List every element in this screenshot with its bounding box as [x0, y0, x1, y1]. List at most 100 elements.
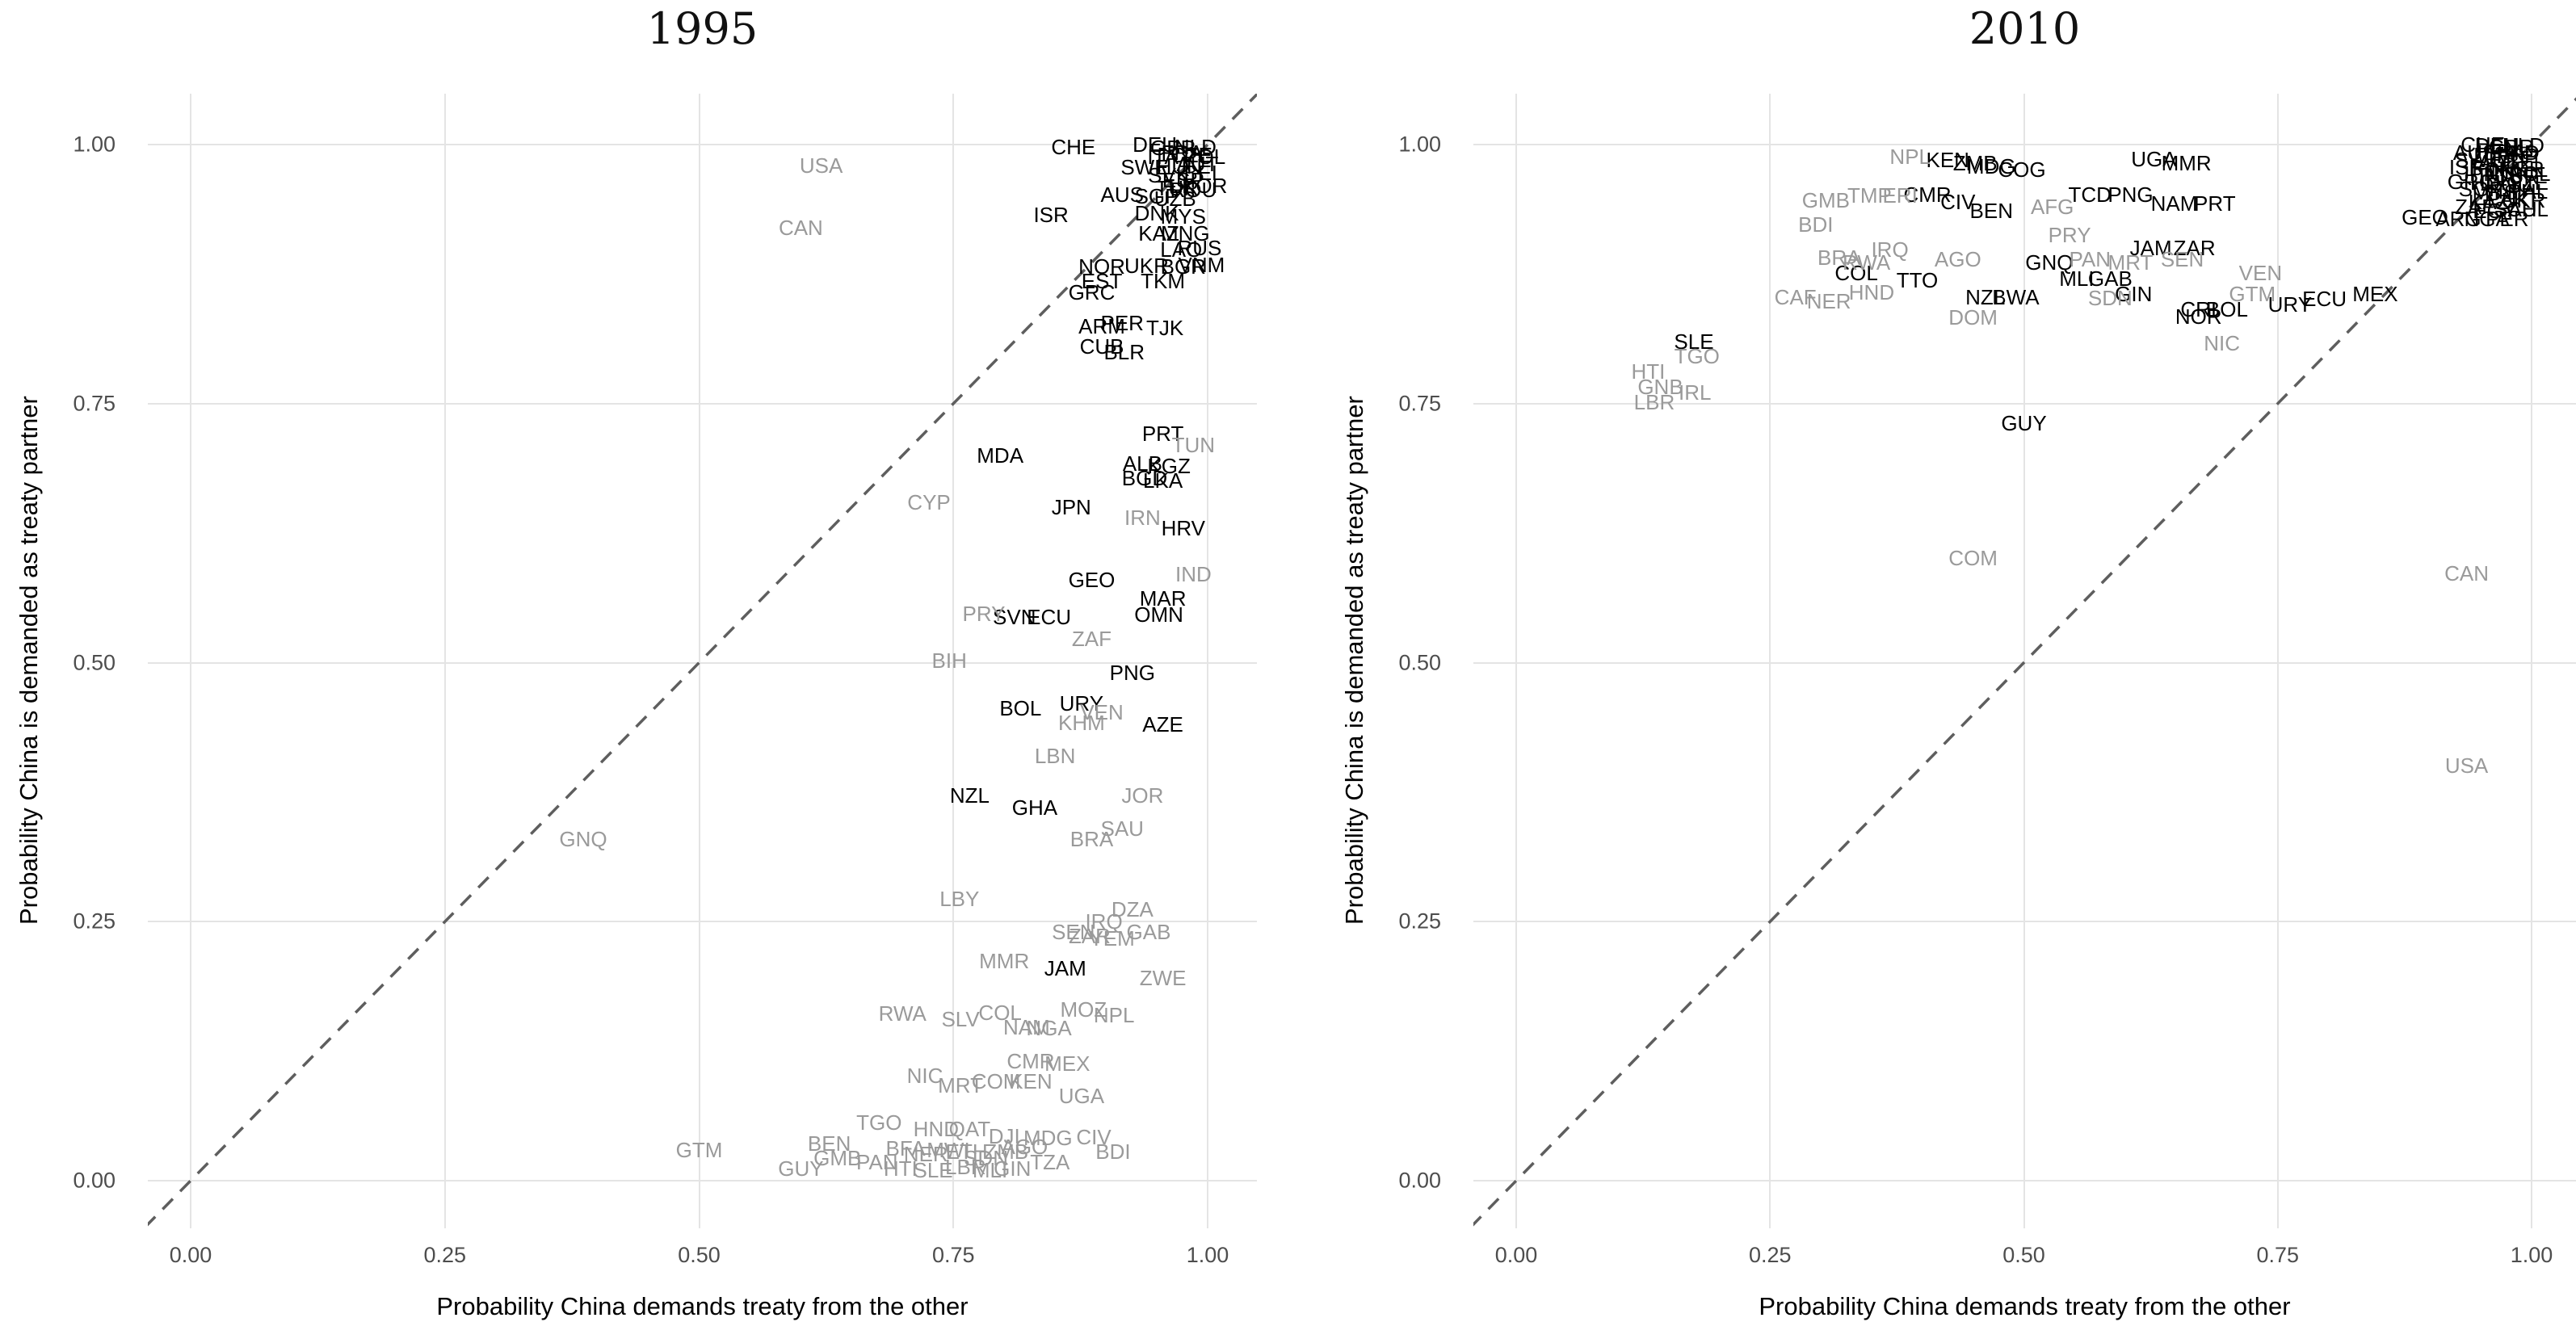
point-label: MWI — [927, 1137, 970, 1162]
facet-title-2010: 2010 — [1969, 3, 2081, 54]
point-label: CYP — [907, 489, 951, 514]
point-label: ESP — [1162, 167, 1204, 192]
point-label: KAZ — [2468, 189, 2510, 214]
point-label: ROU — [2486, 173, 2533, 198]
point-label: SAU — [1100, 816, 1144, 841]
point-label: ERI — [1882, 183, 1918, 208]
point-label: PAN — [2069, 247, 2111, 272]
y-tick-label: 0.25 — [73, 909, 116, 934]
point-label: FRA — [2484, 139, 2527, 164]
point-label: JPN — [2459, 161, 2499, 186]
y-tick-label: 0.00 — [73, 1168, 116, 1193]
point-label: SLE — [913, 1158, 953, 1183]
point-label: GTM — [675, 1137, 723, 1162]
point-label: HTI — [1631, 359, 1666, 384]
gridline — [1769, 94, 1771, 1228]
point-label: BIH — [931, 648, 967, 673]
facet-1995: 1995 Probability China is demanded as tr… — [14, 3, 1257, 1320]
point-label: BEN — [1969, 199, 2013, 224]
point-label: MLI — [972, 1158, 1008, 1183]
point-label: CAN — [2444, 561, 2489, 586]
identity-line — [1473, 97, 2576, 1227]
point-label: YEM — [1089, 925, 1135, 951]
point-label: ISR — [2448, 155, 2485, 180]
point-label: LKA — [1143, 468, 1183, 493]
point-label: PNG — [2107, 182, 2154, 207]
point-label: MRT — [938, 1072, 983, 1097]
point-label: CAN — [778, 215, 823, 240]
gridline — [148, 921, 1257, 923]
point-label: PHL — [2507, 178, 2549, 204]
point-label: IRL — [1678, 380, 1712, 405]
gridline — [1473, 144, 2576, 145]
gridline — [2276, 94, 2279, 1228]
point-label: BEL — [1183, 160, 1224, 185]
point-label: NPL — [1889, 145, 1931, 170]
point-label: SGP — [1134, 184, 1179, 209]
point-label: ARG — [2435, 207, 2481, 232]
point-label: UGA — [1058, 1083, 1105, 1108]
y-tick-label: 0.25 — [1398, 909, 1441, 934]
point-label: LBY — [939, 887, 980, 912]
point-label: BOL — [2205, 296, 2248, 321]
point-label: QAT — [948, 1116, 991, 1141]
gridline — [1515, 94, 1517, 1228]
point-label: TJK — [1145, 316, 1184, 341]
point-label: IRQ — [1085, 909, 1123, 934]
point-label: MDG — [1023, 1126, 1073, 1151]
gridline — [148, 402, 1257, 405]
y-tick-label: 0.00 — [1398, 1168, 1441, 1193]
point-label: ESP — [2496, 144, 2539, 169]
point-label: COL — [978, 1001, 1022, 1026]
point-label: IND — [2503, 141, 2540, 166]
point-label: AUS — [2452, 141, 2497, 166]
point-label: NER — [903, 1141, 948, 1166]
point-label: TTO — [1896, 268, 1939, 293]
point-label: GMB — [813, 1145, 862, 1170]
point-label: NER — [1806, 288, 1851, 313]
point-label: HND — [1848, 280, 1895, 305]
point-label: HRV — [1161, 515, 1205, 540]
point-label: BRA — [1817, 245, 1861, 270]
plot-panel-1995: CHE DEU GBR NLD FRA ITA CZE POL SWE HUN AUT BEL SVK E… — [148, 94, 1257, 1228]
point-label: FRA — [1161, 141, 1204, 166]
point-label: GIN — [2115, 281, 2153, 306]
point-label: EGY — [2473, 199, 2518, 224]
x-tick-label: 1.00 — [1186, 1243, 1229, 1267]
point-label: NOR — [1078, 254, 1125, 279]
point-label: MNG — [1160, 221, 1210, 246]
point-label: UZB — [1154, 186, 1196, 211]
point-label: NLD — [2502, 133, 2544, 158]
gridline — [1207, 94, 1208, 1228]
point-label: VEN — [2238, 261, 2283, 286]
x-tick-label: 0.75 — [931, 1243, 975, 1267]
point-label: SAU — [2494, 196, 2537, 221]
point-label: BOL — [999, 695, 1042, 720]
point-label: GUY — [778, 1156, 824, 1181]
point-label: GTM — [2229, 281, 2276, 306]
y-tick-label: 0.75 — [73, 391, 116, 416]
y-tick-label: 0.75 — [1398, 391, 1441, 416]
gridline — [1473, 921, 2576, 923]
point-label: AFG — [2030, 194, 2074, 219]
point-label: GNQ — [559, 826, 607, 851]
point-label: BGD — [1121, 466, 1168, 491]
point-label: URY — [2267, 292, 2313, 317]
gridline — [1473, 661, 2576, 664]
point-label: SVN — [993, 605, 1036, 630]
x-tick-label: 0.00 — [169, 1243, 212, 1267]
point-label: BDI — [1798, 212, 1834, 237]
gridline — [443, 94, 446, 1228]
facet-2010: 2010 Probability China is demanded as tr… — [1288, 0, 2576, 1343]
point-label: COM — [1948, 545, 1998, 570]
point-label: CZE — [1170, 142, 1212, 167]
point-label: SVK — [1148, 163, 1191, 188]
point-label: ZAR — [2173, 236, 2216, 261]
point-label: LAO — [1160, 237, 1203, 262]
point-label: DEU — [1133, 132, 1177, 157]
point-label: TGO — [856, 1110, 902, 1135]
point-label: COG — [1998, 157, 2046, 182]
point-label: HUN — [1156, 153, 1202, 178]
facet-title-1995: 1995 — [646, 3, 759, 54]
point-label: POL — [2508, 161, 2551, 186]
